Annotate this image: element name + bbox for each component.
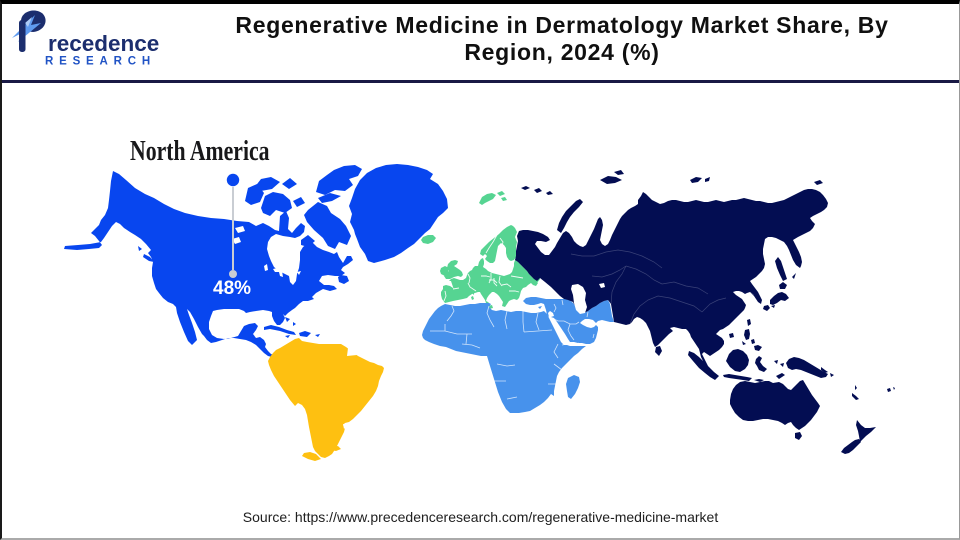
svg-text:RESEARCH: RESEARCH (45, 56, 156, 68)
svg-text:recedence: recedence (48, 31, 159, 56)
